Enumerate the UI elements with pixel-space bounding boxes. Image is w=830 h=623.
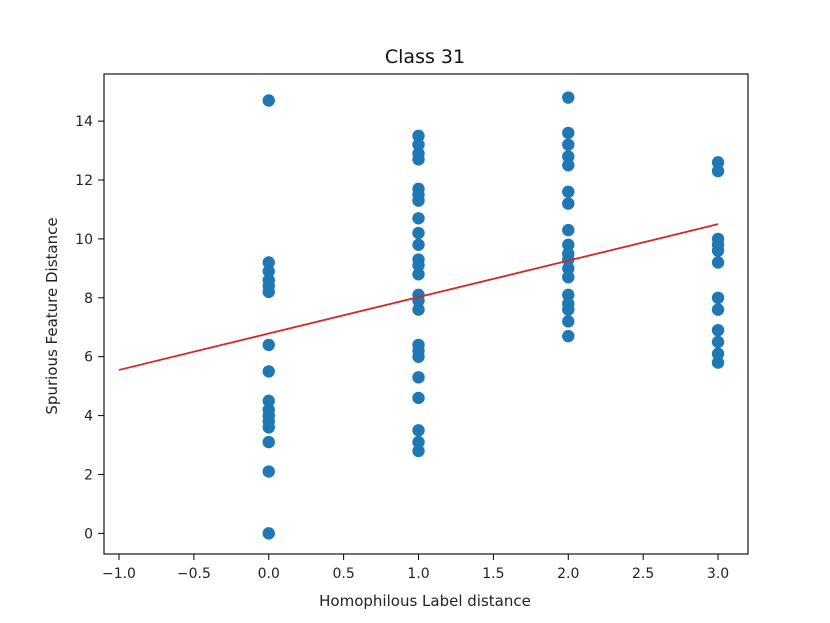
data-point [711,256,725,269]
data-point [412,153,425,166]
data-point [711,164,725,178]
data-point [562,238,575,251]
x-tick-label: −1.0 [102,566,136,582]
x-tick-label: 3.0 [707,566,729,582]
data-point [562,197,575,210]
data-points [262,91,725,540]
data-point [262,421,275,434]
x-tick-label: −0.5 [177,566,211,582]
y-axis-label: Spurious Feature Distance [43,217,61,414]
data-point [412,424,425,437]
data-point [562,303,575,316]
data-point [711,356,725,369]
x-tick-label: 0.0 [258,566,280,582]
x-tick-label: 0.5 [332,566,354,582]
data-point [262,465,275,478]
data-point [562,126,575,140]
chart-title: Class 31 [385,46,465,68]
data-point [412,238,425,251]
data-point [562,185,575,198]
y-tick-label: 14 [75,114,93,130]
data-point [562,91,575,104]
data-point [562,159,575,172]
data-point [711,291,725,305]
data-point [262,527,275,540]
data-point [262,365,275,378]
data-point [711,347,725,360]
data-point [562,270,575,284]
data-point [711,323,725,337]
data-point [412,371,425,384]
data-point [412,391,425,405]
data-point [562,329,575,343]
x-tick-label: 2.5 [632,566,654,582]
y-tick-label: 2 [84,467,93,483]
data-point [262,338,275,352]
data-point [711,156,725,169]
data-point [412,303,425,316]
data-point [711,244,725,257]
data-point [262,435,275,449]
data-point [412,226,425,240]
data-point [262,256,275,269]
data-point [412,212,425,225]
data-point [711,335,725,349]
x-tick-label: 2.0 [557,566,579,582]
y-tick-label: 4 [84,409,93,425]
y-tick-label: 12 [75,173,93,189]
x-axis-label: Homophilous Label distance [319,592,531,610]
y-tick-label: 0 [84,526,93,542]
data-point [562,288,575,302]
plot-area [103,73,749,555]
y-tick-label: 10 [75,232,93,248]
data-point [412,444,425,458]
data-point [262,94,275,107]
data-point [412,435,425,449]
data-point [562,150,575,163]
data-point [711,303,725,316]
data-point [412,129,425,143]
data-point [412,194,425,207]
regression-line [118,223,719,371]
data-point [262,265,275,278]
data-point [562,253,575,266]
data-point [412,350,425,363]
data-point [562,138,575,151]
y-axis: 0 2 4 6 8 10 12 14 [75,114,104,542]
data-point [412,259,425,272]
y-tick-label: 8 [84,291,93,307]
plot-frame [103,73,749,555]
data-point [562,315,575,328]
data-point [562,262,575,275]
x-axis: −1.0 −0.5 0.0 0.5 1.0 1.5 2.0 2.5 3.0 [102,554,729,582]
x-tick-label: 1.5 [482,566,504,582]
data-point [262,285,275,299]
data-point [562,223,575,237]
data-point [412,138,425,151]
data-point [412,268,425,281]
y-tick-label: 6 [84,350,93,366]
x-tick-label: 1.0 [407,566,429,582]
data-point [262,394,275,408]
